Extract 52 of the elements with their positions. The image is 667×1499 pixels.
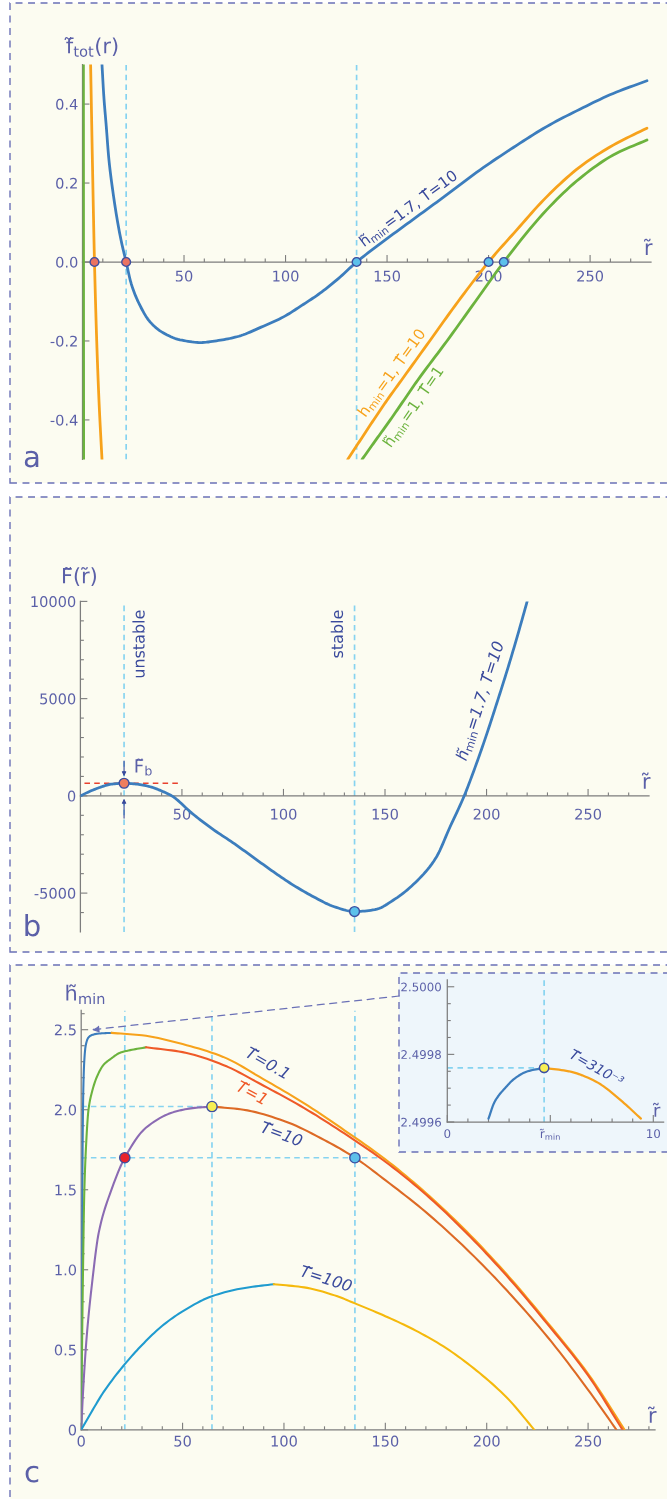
y-tick-label: 10000 <box>31 596 76 608</box>
x-tick-label: 150 <box>373 1435 399 1447</box>
text: T̃=1 <box>235 1079 269 1105</box>
x-tick-label: 250 <box>575 1435 602 1447</box>
x-axis-title: r̃ <box>652 1102 661 1117</box>
text: a <box>24 450 39 468</box>
x-tick-label: 10 <box>647 1129 661 1139</box>
y-tick-label: 2.5 <box>54 1024 76 1036</box>
y-tick-label: 0.5 <box>54 1344 76 1356</box>
y-tick-label: 0.0 <box>56 256 78 268</box>
ref-line-label: unstable <box>132 610 145 678</box>
x-tick-label: 200 <box>473 1435 500 1447</box>
y-tick-label: 1.5 <box>55 1184 76 1196</box>
x-tick-label: 250 <box>575 808 602 820</box>
y-tick-label: -5000 <box>34 887 76 899</box>
y-tick-label: 2.5000 <box>401 982 441 992</box>
annotation: F̃$_{b}$ <box>135 758 152 776</box>
x-tick-label: r̃$_{min}$ <box>539 1128 560 1140</box>
x-tick-label: 200 <box>473 808 500 820</box>
x-tick-label: 100 <box>271 808 297 820</box>
text: h̃$_{min}$=1.7, T̃=10 <box>358 168 460 249</box>
x-tick-label: 100 <box>271 1435 297 1447</box>
x-tick-label: 50 <box>175 270 193 282</box>
y-tick-label: 0.4 <box>56 98 78 110</box>
y-axis-title: f̃$_{tot}$(r) <box>64 37 118 57</box>
y-axis-title: F̃(r̃) <box>63 566 96 586</box>
y-tick-label: 0 <box>68 1424 77 1436</box>
y-tick-label: 2.4998 <box>401 1050 441 1060</box>
x-tick-label: 250 <box>577 270 604 282</box>
y-tick-label: -0.4 <box>50 414 78 426</box>
x-tick-label: 50 <box>174 1435 191 1447</box>
x-axis-title: r̃ <box>643 238 653 255</box>
x-tick-label: 0 <box>444 1129 451 1139</box>
y-axis-title: h̃$_{min}$ <box>66 984 105 1004</box>
text: T̃=100 <box>299 1264 354 1292</box>
y-tick-label: 2.4996 <box>401 1117 441 1127</box>
x-tick-label: 150 <box>372 808 398 820</box>
x-tick-label: 100 <box>273 270 299 282</box>
y-tick-label: 5000 <box>40 693 76 705</box>
y-tick-label: 2.0 <box>54 1104 77 1116</box>
text: c <box>25 1465 39 1483</box>
ref-line-label: stable <box>330 610 344 658</box>
y-tick-label: 0 <box>67 790 76 802</box>
text: h̃$_{min}$=1.7, T̃=10 <box>454 640 507 762</box>
text: b <box>25 913 40 937</box>
y-tick-label: 0.2 <box>56 177 77 189</box>
text: T̃=10 <box>259 1120 304 1147</box>
y-tick-label: 1.0 <box>55 1264 77 1276</box>
x-tick-label: 150 <box>374 270 400 282</box>
y-tick-label: -0.2 <box>50 335 77 347</box>
x-axis-title: r̃ <box>647 1406 657 1423</box>
x-axis-title: r̃ <box>641 772 651 789</box>
